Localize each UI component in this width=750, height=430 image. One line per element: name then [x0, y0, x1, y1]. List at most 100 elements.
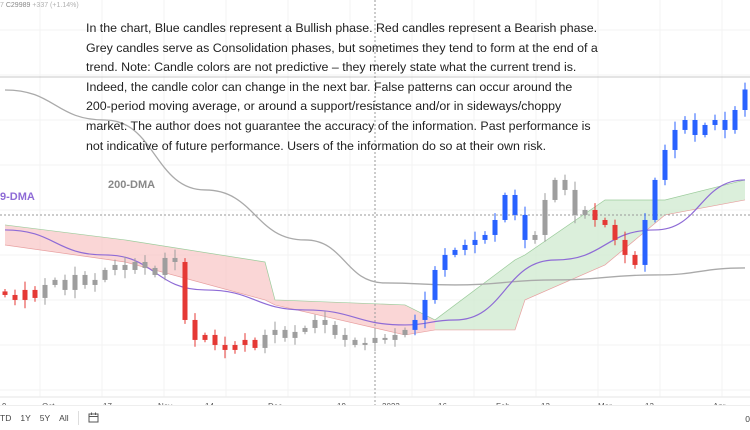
- candle-body: [442, 254, 448, 270]
- time-axis-tick: 16: [438, 402, 447, 405]
- range-toolbar: TD 1Y 5Y All 0: [0, 405, 750, 430]
- candle-body: [142, 261, 148, 268]
- candle-body: [212, 334, 218, 345]
- disclaimer-note: In the chart, Blue candles represent a B…: [86, 21, 598, 153]
- candle-body: [582, 209, 588, 215]
- candle-body: [332, 324, 338, 335]
- candle-body: [482, 234, 488, 240]
- timezone-readout: 0: [745, 414, 750, 424]
- candle-body: [602, 219, 608, 225]
- candle-body: [692, 120, 698, 135]
- candle-body: [72, 274, 78, 290]
- candle-body: [382, 337, 388, 340]
- range-5y[interactable]: 5Y: [39, 413, 51, 423]
- ohlc-readout: 7 C29989 +337 (+1.14%): [0, 2, 79, 9]
- candle-body: [102, 269, 108, 280]
- candle-body: [162, 257, 168, 275]
- candle-body: [12, 294, 18, 300]
- candle-body: [712, 120, 718, 125]
- candle-body: [302, 327, 308, 332]
- candle-body: [662, 149, 668, 180]
- ichimoku-cloud: [5, 224, 125, 262]
- candle-body: [92, 279, 98, 285]
- candle-body: [112, 264, 118, 270]
- candle-body: [262, 334, 268, 348]
- candle-body: [392, 334, 398, 340]
- candle-body: [52, 279, 58, 285]
- time-axis-tick: Oct: [42, 402, 55, 405]
- candle-body: [422, 299, 428, 320]
- time-axis-tick: 9: [2, 402, 7, 405]
- candle-body: [512, 194, 518, 215]
- time-axis-tick: Mar: [598, 402, 612, 405]
- range-all[interactable]: All: [59, 413, 69, 423]
- candle-body: [452, 249, 458, 255]
- candle-body: [362, 342, 368, 345]
- ma50-label: 9-DMA: [0, 191, 35, 203]
- candle-body: [232, 344, 238, 350]
- candle-body: [282, 329, 288, 338]
- candle-body: [542, 199, 548, 235]
- candle-body: [272, 329, 278, 335]
- candle-body: [722, 120, 728, 130]
- ma50-line: [4, 179, 746, 326]
- time-axis-tick: 13: [645, 402, 654, 405]
- candle-body: [322, 319, 328, 325]
- candle-body: [522, 214, 528, 240]
- time-axis-tick: 13: [541, 402, 550, 405]
- candle-body: [552, 179, 558, 200]
- cloud-span-a: [4, 179, 746, 321]
- divider: [77, 411, 79, 425]
- candle-body: [202, 334, 208, 340]
- candle-body: [372, 337, 378, 343]
- candle-body: [292, 331, 298, 338]
- candle-body: [342, 334, 348, 340]
- time-axis-tick: 2023: [382, 402, 400, 405]
- candle-body: [492, 219, 498, 235]
- candle-body: [82, 274, 88, 285]
- ma200-label: 200-DMA: [108, 179, 156, 191]
- ichimoku-cloud: [515, 254, 525, 330]
- candle-body: [42, 284, 48, 298]
- ma200-line: [4, 89, 746, 286]
- time-axis-tick: Dec: [268, 402, 282, 405]
- candle-body: [2, 291, 8, 295]
- candle-body: [652, 179, 658, 220]
- time-axis-tick: 17: [103, 402, 112, 405]
- calendar-icon[interactable]: [88, 412, 99, 425]
- candle-body: [642, 219, 648, 265]
- ichimoku-cloud: [275, 299, 405, 335]
- ichimoku-cloud: [525, 199, 605, 300]
- candle-body: [682, 120, 688, 130]
- price-chart[interactable]: 9 Oct 17 Nov 14 Dec 19 2023 16 Feb 13 Mar 13 Apr: [0, 0, 750, 405]
- ichimoku-cloud: [435, 259, 515, 330]
- candle-body: [502, 194, 508, 220]
- time-axis-tick: Nov: [158, 402, 172, 405]
- candle-body: [152, 267, 158, 275]
- candle-body: [732, 109, 738, 130]
- candle-body: [672, 129, 678, 150]
- candle-body: [432, 269, 438, 300]
- candle-body: [312, 319, 318, 328]
- range-ytd[interactable]: TD: [0, 413, 12, 423]
- candle-body: [32, 289, 38, 298]
- candle-body: [242, 339, 248, 345]
- candle-body: [562, 179, 568, 190]
- candle-body: [352, 339, 358, 345]
- candle-body: [472, 239, 478, 245]
- time-axis-tick: Apr: [713, 402, 726, 405]
- candle-body: [132, 261, 138, 270]
- candle-body: [412, 319, 418, 330]
- range-1y[interactable]: 1Y: [20, 413, 31, 423]
- time-axis-tick: 14: [205, 402, 214, 405]
- candle-body: [612, 224, 618, 240]
- candle-body: [62, 279, 68, 290]
- candle-body: [222, 344, 228, 350]
- candle-body: [402, 329, 408, 335]
- candle-body: [572, 189, 578, 215]
- candle-body: [192, 319, 198, 340]
- candle-body: [172, 257, 178, 262]
- time-axis-tick: 19: [337, 402, 346, 405]
- ichimoku-cloud: [125, 239, 265, 300]
- candle-body: [462, 244, 468, 250]
